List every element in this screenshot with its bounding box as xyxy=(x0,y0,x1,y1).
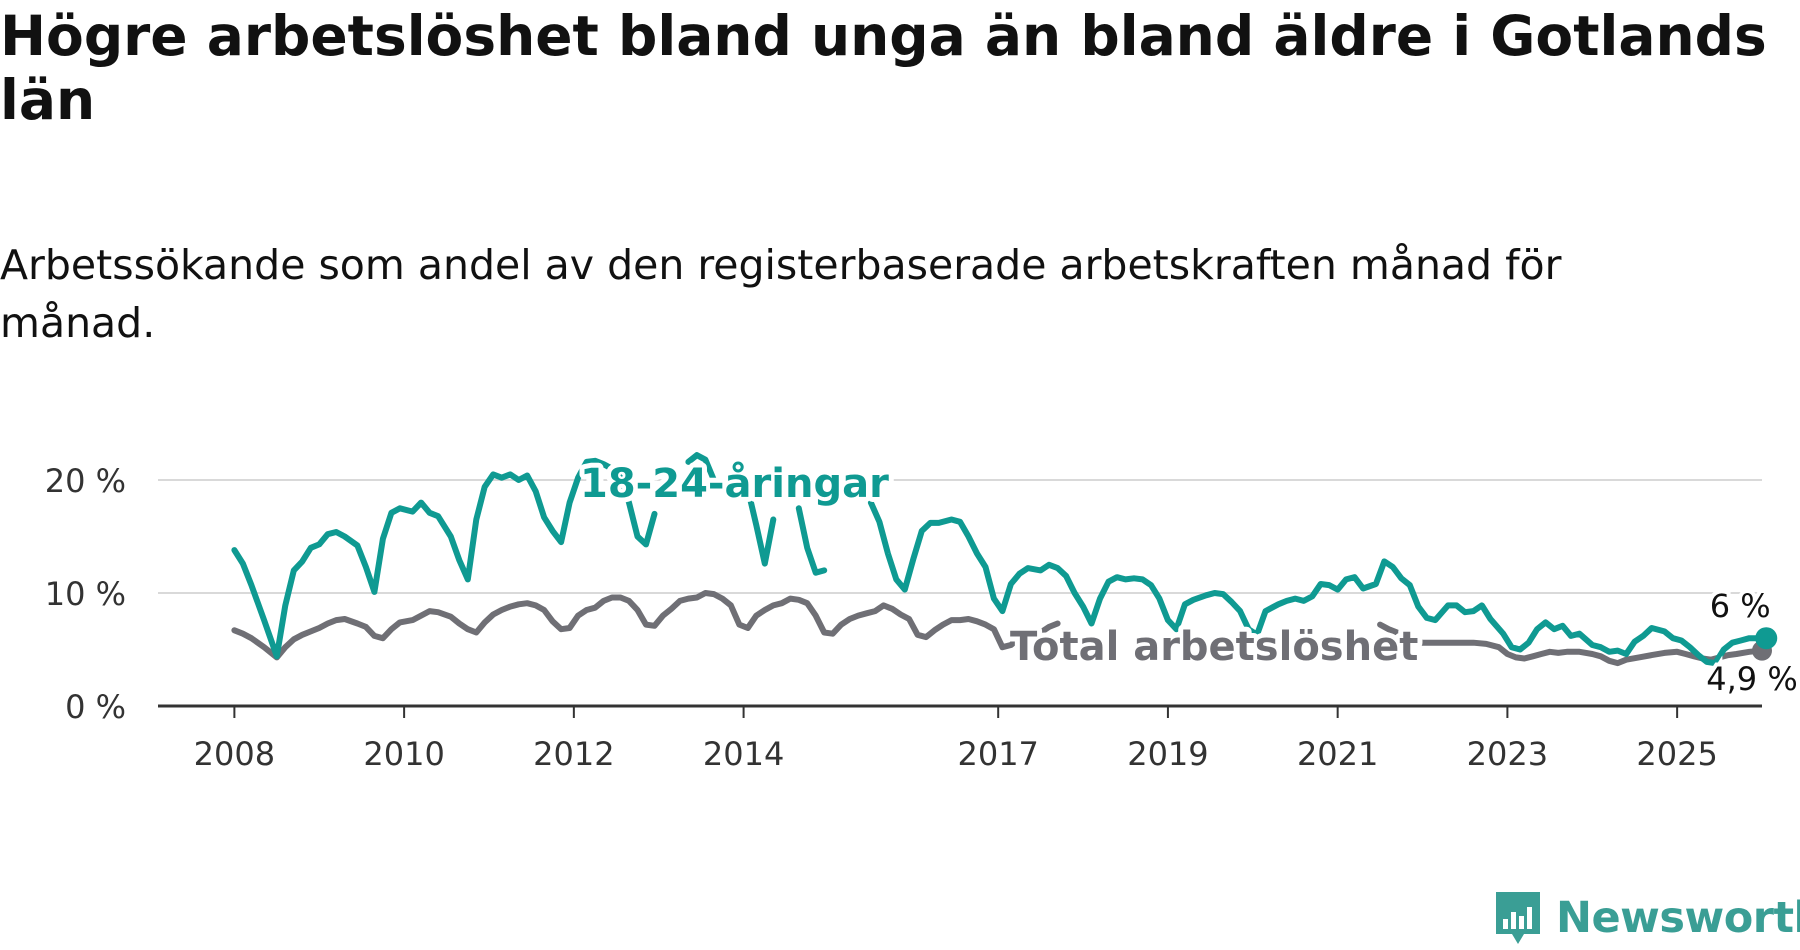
x-tick-label: 2008 xyxy=(194,735,275,773)
series-label-total-halo: Total arbetslöshet xyxy=(1010,624,1418,670)
end-value-label-total-halo: 4,9 % xyxy=(1706,660,1797,698)
end-value-label-youth: 6 % xyxy=(1710,587,1771,625)
newsworthy-logo-icon xyxy=(1496,892,1540,944)
series-label-youth-halo: 18-24-åringar xyxy=(580,460,889,507)
series-label-total: Total arbetslöshet xyxy=(1010,624,1418,670)
x-tick-label: 2012 xyxy=(533,735,614,773)
x-tick-label: 2023 xyxy=(1467,735,1548,773)
y-tick-label: 10 % xyxy=(45,575,126,613)
x-tick-label: 2010 xyxy=(363,735,444,773)
x-tick-label: 2014 xyxy=(703,735,784,773)
y-tick-label: 0 % xyxy=(65,688,126,726)
x-tick-label: 2021 xyxy=(1297,735,1378,773)
series-end-dot xyxy=(1755,627,1778,650)
series-line xyxy=(609,465,658,548)
series-line xyxy=(231,457,615,660)
series-layer xyxy=(231,452,1778,667)
chart-title: Högre arbetslöshet bland unga än bland ä… xyxy=(0,4,1767,132)
y-tick-label: 20 % xyxy=(45,462,126,500)
x-tick-label: 2017 xyxy=(957,735,1038,773)
series-line xyxy=(685,452,717,483)
x-tick-label: 2025 xyxy=(1636,735,1717,773)
x-tick-label: 2019 xyxy=(1127,735,1208,773)
axis-layer: 0 % 10 % 20 % 2008 2010 2012 2014 2017 2019 2021 2… xyxy=(45,462,1762,773)
series-line xyxy=(867,499,1770,667)
brand-name: Newsworthy xyxy=(1556,893,1800,943)
end-value-label-youth-halo: 6 % xyxy=(1710,587,1771,625)
chart-subtitle: Arbetssökande som andel av den registerb… xyxy=(0,241,1562,347)
brand-logo: Newsworthy xyxy=(1492,886,1800,950)
series-line xyxy=(795,505,828,576)
end-value-label-total: 4,9 % xyxy=(1706,660,1797,698)
series-line xyxy=(744,486,777,567)
grid-layer xyxy=(158,479,1762,594)
series-label-youth: 18-24-åringar xyxy=(580,460,889,507)
series-line xyxy=(231,590,1061,661)
